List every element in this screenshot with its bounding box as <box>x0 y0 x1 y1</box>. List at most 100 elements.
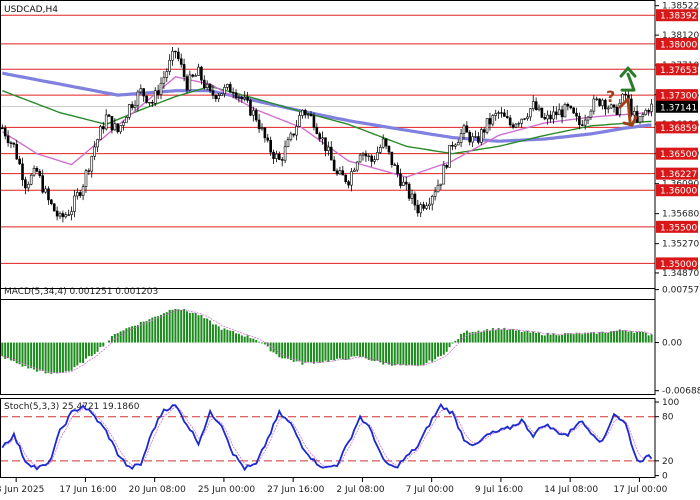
level-price-box <box>656 63 698 76</box>
macd-bar <box>385 342 388 364</box>
macd-bar <box>454 340 457 343</box>
candle-body <box>630 98 633 116</box>
candle-body <box>327 146 330 152</box>
candle-body <box>638 116 642 123</box>
candle-body <box>249 99 252 116</box>
macd-bar <box>41 342 44 372</box>
candle-body <box>477 136 480 143</box>
candle-body <box>84 170 88 187</box>
candle-body <box>373 159 376 162</box>
price-tick-label: 1.38522 <box>662 2 699 12</box>
candle-body <box>136 91 140 106</box>
macd-bar <box>235 333 238 343</box>
level-price-box <box>656 37 698 50</box>
macd-bar <box>281 342 284 359</box>
stoch-d-line <box>2 406 652 467</box>
macd-bar <box>119 331 122 343</box>
candle-body <box>6 135 10 144</box>
macd-bar <box>191 312 194 343</box>
macd-bar <box>361 342 364 357</box>
moving-average-line <box>2 85 652 155</box>
macd-bar <box>315 342 318 362</box>
candle-body <box>156 90 160 95</box>
macd-bar <box>255 339 258 343</box>
macd-bar <box>350 342 353 357</box>
macd-bar <box>295 342 298 362</box>
candle-body <box>237 96 241 99</box>
macd-bar <box>587 332 590 343</box>
candle-body <box>171 50 174 61</box>
candle-body <box>174 50 177 53</box>
macd-bar <box>324 342 327 361</box>
macd-bar <box>416 342 419 367</box>
candle-body <box>315 127 319 134</box>
macd-bar <box>76 342 79 366</box>
macd-bar <box>630 331 633 343</box>
macd-bar <box>419 342 422 365</box>
macd-bar <box>442 342 445 355</box>
stoch-tick-label: 20 <box>662 457 674 467</box>
macd-bar <box>595 334 598 343</box>
candle-body <box>257 119 261 130</box>
candle-body <box>511 124 515 128</box>
macd-bar <box>35 342 38 372</box>
macd-bar <box>73 342 76 368</box>
macd-bar <box>275 342 278 355</box>
candle-body <box>73 195 76 212</box>
macd-bar <box>506 329 509 343</box>
level-price-box <box>656 89 698 102</box>
macd-bar <box>488 330 491 343</box>
candle-body <box>269 139 272 153</box>
candle-body <box>612 104 616 108</box>
macd-bar <box>113 333 116 343</box>
candle-body <box>399 173 402 186</box>
macd-bar <box>246 335 249 343</box>
candle-body <box>381 138 385 148</box>
candle-body <box>119 125 122 133</box>
candle-body <box>78 192 82 196</box>
macd-bar <box>387 342 390 365</box>
macd-bar <box>116 333 119 343</box>
candle-body <box>491 115 495 125</box>
candle-body <box>592 98 596 112</box>
candle-body <box>523 118 526 120</box>
macd-bar <box>211 324 214 343</box>
candle-body <box>127 104 131 118</box>
macd-panel <box>1 308 653 374</box>
candle-body <box>254 110 258 121</box>
level-price-box <box>656 167 698 180</box>
macd-bar <box>569 333 572 343</box>
macd-bar <box>465 330 468 343</box>
candle-body <box>58 213 62 217</box>
candle-body <box>364 153 368 157</box>
macd-bar <box>448 342 451 348</box>
candle-body <box>390 151 394 166</box>
macd-bar <box>578 332 581 343</box>
candle-body <box>318 133 322 140</box>
macd-bar <box>526 330 529 343</box>
candle-body <box>422 204 425 209</box>
macd-bar <box>434 342 437 360</box>
macd-bar <box>252 338 255 343</box>
candle-body <box>52 203 56 212</box>
macd-bar <box>411 342 414 366</box>
candle-body <box>451 144 454 147</box>
candle-body <box>465 125 469 133</box>
candle-body <box>413 193 417 206</box>
macd-bar <box>67 342 70 372</box>
macd-bar <box>382 342 385 365</box>
macd-bar <box>87 342 90 357</box>
candle-body <box>367 155 371 158</box>
candle-body <box>96 139 99 148</box>
candle-body <box>575 112 578 117</box>
macd-bar <box>330 342 333 360</box>
macd-bar <box>185 311 188 343</box>
level-price-label: 1.36227 <box>660 170 697 180</box>
macd-bar <box>61 342 64 373</box>
macd-bar <box>633 332 636 343</box>
candle-body <box>601 99 604 106</box>
macd-bar <box>209 320 212 343</box>
candle-body <box>361 153 365 156</box>
candle-body <box>407 183 411 199</box>
candle-body <box>197 66 200 76</box>
